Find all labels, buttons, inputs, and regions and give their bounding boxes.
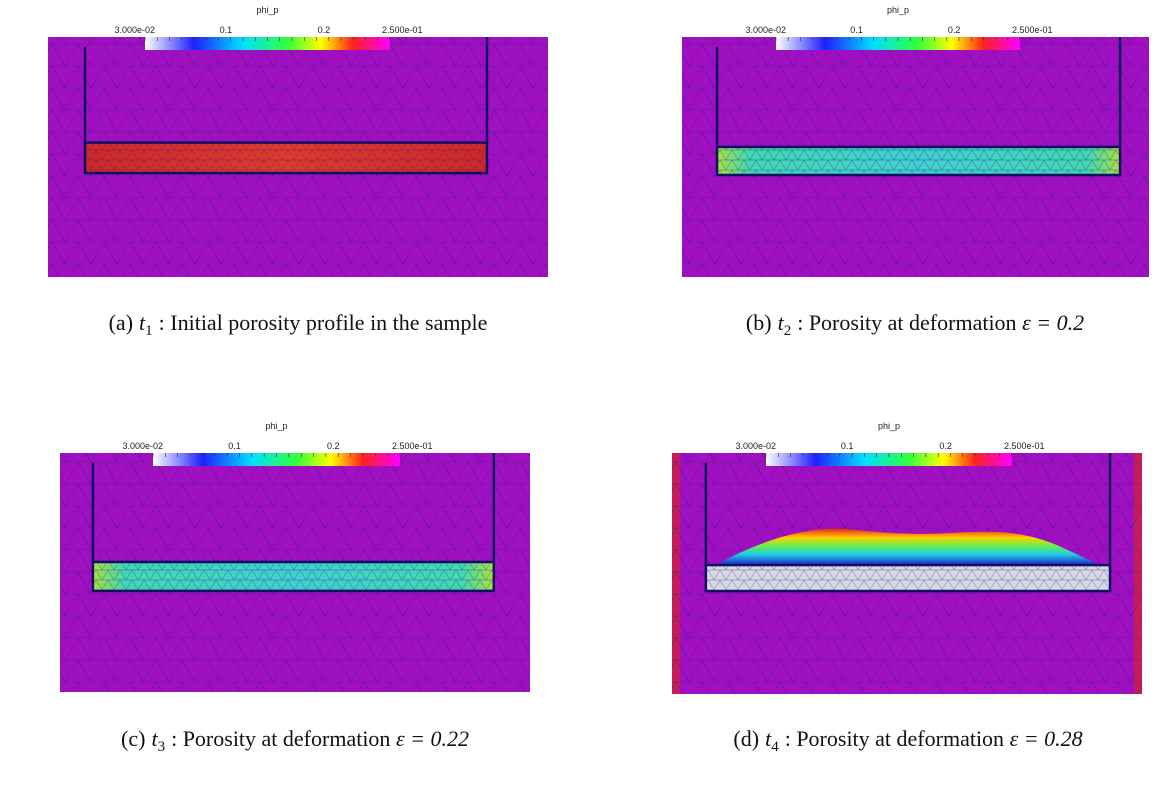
colorbar-label: 0.1: [228, 441, 241, 451]
caption-eq: ε = 0.2: [1022, 310, 1084, 335]
colorbar-label: 2.500e-01: [382, 25, 423, 35]
colorbar-label: 0.2: [327, 441, 340, 451]
caption: (b) t2 : Porosity at deformation ε = 0.2: [746, 310, 1084, 339]
caption-eq: ε = 0.22: [396, 726, 469, 751]
caption-var: t: [765, 726, 772, 751]
porosity-front: [715, 528, 1101, 566]
caption: (a) t1 : Initial porosity profile in the s…: [109, 310, 488, 339]
caption-label: (d): [733, 726, 759, 751]
band-outline: [83, 141, 489, 175]
band-mesh: [705, 565, 1111, 592]
caption-sub: 2: [784, 323, 792, 339]
caption-label: (c): [121, 726, 145, 751]
caption-sub: 4: [771, 739, 779, 755]
caption: (c) t3 : Porosity at deformation ε = 0.22: [121, 726, 469, 755]
panel: phi_p 3.000e-02 0.1 0.2 2.500e-01: [60, 421, 530, 692]
caption: (d) t4 : Porosity at deformation ε = 0.28: [733, 726, 1082, 755]
band-outline: [704, 563, 1112, 593]
caption-sub: 1: [145, 323, 153, 339]
caption-sub: 3: [158, 739, 166, 755]
caption-text: : Porosity at deformation: [797, 310, 1022, 335]
colorbar-label: 0.1: [841, 441, 854, 451]
colorbar-label: 0.2: [948, 25, 961, 35]
caption-eq: ε = 0.28: [1010, 726, 1083, 751]
colorbar-label: 0.2: [939, 441, 952, 451]
colorbar-label: 2.500e-01: [1004, 441, 1045, 451]
colorbar-label: 0.1: [220, 25, 233, 35]
panel: phi_p 3.000e-02 0.1 0.2 2.500e-01: [672, 421, 1142, 694]
colorbar-title: phi_p: [887, 5, 909, 15]
band-mesh: [717, 146, 1121, 175]
caption-var: t: [778, 310, 785, 335]
colorbar-label: 3.000e-02: [745, 25, 786, 35]
colorbar-title: phi_p: [878, 421, 900, 431]
colorbar-title: phi_p: [265, 421, 287, 431]
band-mesh: [85, 142, 487, 174]
colorbar-label: 2.500e-01: [1012, 25, 1053, 35]
colorbar-label: 3.000e-02: [114, 25, 155, 35]
caption-text: : Initial porosity profile in the sample: [159, 310, 488, 335]
colorbar-label: 3.000e-02: [122, 441, 163, 451]
panel: phi_p 3.000e-02 0.1 0.2 2.500e-01: [48, 5, 548, 277]
caption-text: : Porosity at deformation: [785, 726, 1010, 751]
colorbar-title: phi_p: [256, 5, 278, 15]
caption-text: : Porosity at deformation: [171, 726, 396, 751]
panel: phi_p 3.000e-02 0.1 0.2 2.500e-01: [682, 5, 1149, 277]
colorbar-label: 2.500e-01: [392, 441, 433, 451]
band-outline: [91, 560, 496, 593]
caption-label: (a): [109, 310, 133, 335]
colorbar-label: 3.000e-02: [735, 441, 776, 451]
caption-var: t: [151, 726, 158, 751]
caption-var: t: [139, 310, 146, 335]
colorbar-label: 0.1: [850, 25, 863, 35]
band-outline: [715, 145, 1122, 177]
band-mesh: [92, 561, 494, 591]
caption-label: (b): [746, 310, 772, 335]
colorbar-label: 0.2: [318, 25, 331, 35]
